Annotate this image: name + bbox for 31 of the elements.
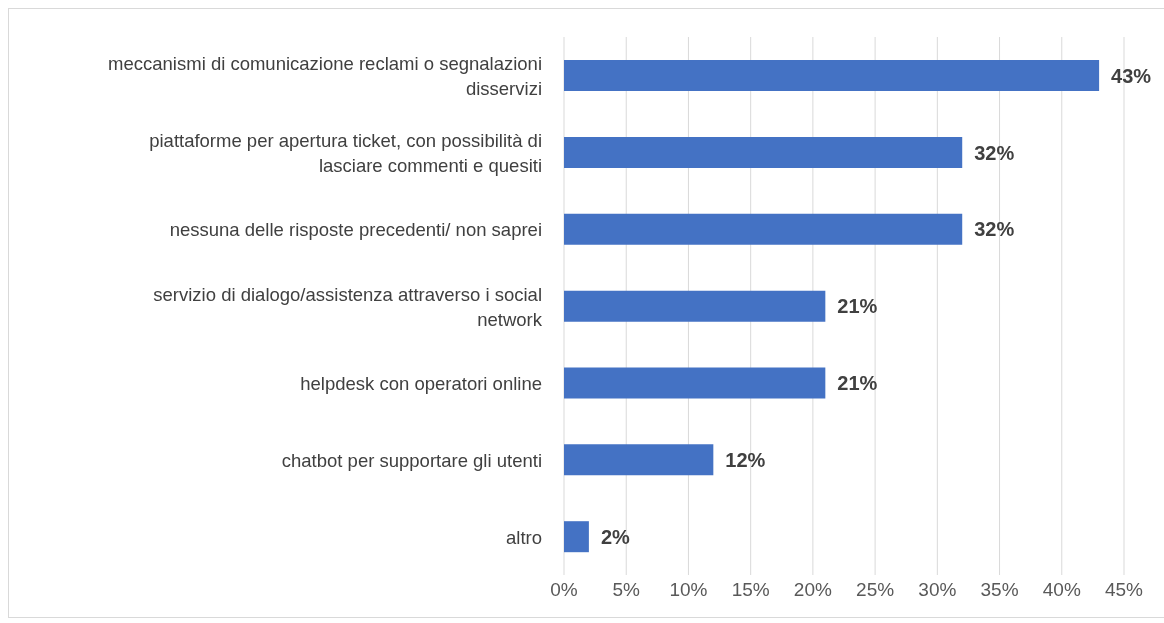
bar <box>564 290 826 322</box>
bar <box>564 521 589 553</box>
data-label: 32% <box>974 141 1015 164</box>
x-tick-label: 40% <box>1042 579 1081 601</box>
y-tick-label: nessuna delle risposte precedenti/ non saprei <box>169 218 542 240</box>
bar <box>564 60 1100 92</box>
y-tick-label: helpdesk con operatori online <box>300 372 542 394</box>
y-tick-label: servizio di dialogo/assistenza attraverso i social network <box>153 283 543 329</box>
x-tick-label: 0% <box>550 579 578 601</box>
data-label: 2% <box>600 525 631 548</box>
x-tick-label: 5% <box>612 579 641 601</box>
x-tick-label: 10% <box>669 579 708 601</box>
bar <box>564 213 963 245</box>
y-tick-label: meccanismi di comunicazione reclami o segnalazioni disservizi <box>108 52 542 99</box>
data-label: 43% <box>1111 64 1152 87</box>
y-tick-label: chatbot per supportare gli utenti <box>281 449 542 471</box>
data-label: 21% <box>837 295 878 318</box>
x-tick-label: 45% <box>1104 579 1144 601</box>
x-tick-label: 20% <box>793 579 833 601</box>
x-tick-label: 25% <box>856 579 895 601</box>
data-label: 32% <box>974 218 1015 241</box>
x-tick-label: 30% <box>918 579 957 601</box>
x-tick-label: 15% <box>731 579 770 601</box>
data-label: 21% <box>837 372 878 395</box>
y-tick-label: altro <box>506 526 542 548</box>
x-tick-label: 35% <box>980 579 1019 601</box>
data-label: 12% <box>725 448 766 471</box>
y-tick-label: piattaforme per apertura ticket, con possibilità di lasciare commenti e quesiti <box>149 129 542 176</box>
bar <box>564 444 714 476</box>
bar <box>564 136 963 168</box>
bar <box>564 367 826 399</box>
